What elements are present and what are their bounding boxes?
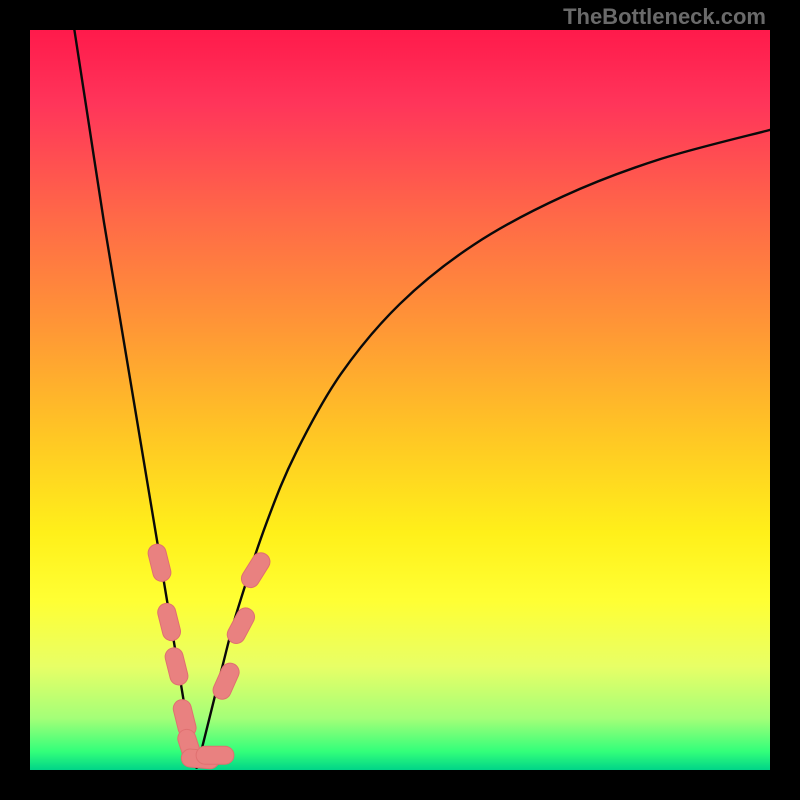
marker-group: [146, 542, 273, 769]
watermark-text: TheBottleneck.com: [563, 4, 766, 30]
data-marker: [163, 646, 190, 687]
data-marker: [146, 542, 173, 583]
chart-frame: TheBottleneck.com: [0, 0, 800, 800]
plot-area: [30, 30, 770, 770]
data-marker: [224, 605, 258, 647]
data-marker: [196, 746, 234, 764]
data-marker: [238, 549, 273, 591]
curve-layer: [30, 30, 770, 770]
data-marker: [210, 660, 242, 702]
data-marker: [156, 601, 183, 642]
